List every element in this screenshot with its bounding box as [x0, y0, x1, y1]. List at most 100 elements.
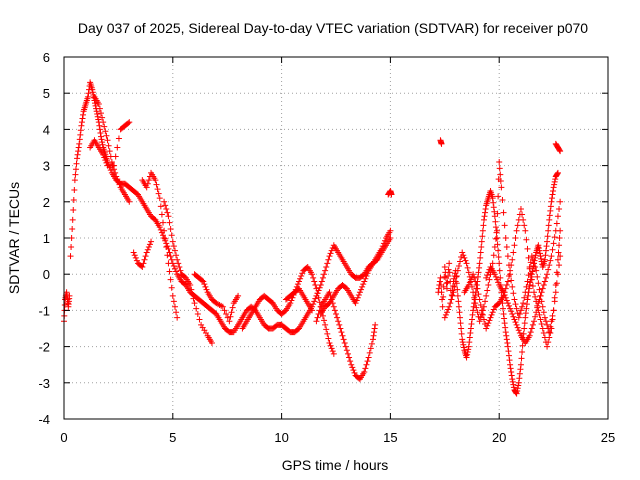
data-point — [335, 318, 342, 325]
data-point — [459, 336, 466, 343]
data-point — [95, 101, 102, 108]
data-point — [446, 260, 453, 267]
data-point — [454, 292, 461, 299]
data-point — [545, 339, 552, 346]
data-point — [458, 325, 465, 332]
data-point — [462, 257, 469, 264]
data-point — [443, 280, 450, 287]
data-point — [542, 274, 549, 281]
data-point — [223, 311, 230, 318]
data-point — [532, 252, 539, 259]
data-point — [524, 296, 531, 303]
data-point — [168, 284, 175, 291]
data-point — [533, 309, 540, 316]
data-point — [510, 290, 517, 297]
data-point — [546, 216, 553, 223]
data-points — [61, 79, 564, 397]
data-point — [298, 273, 305, 280]
data-point — [544, 343, 551, 350]
data-point — [101, 154, 108, 161]
data-point — [477, 301, 484, 308]
x-tick-label: 5 — [169, 430, 176, 445]
data-point — [543, 243, 550, 250]
data-point — [199, 277, 206, 284]
data-point — [350, 367, 357, 374]
data-point — [171, 303, 178, 310]
data-point — [546, 329, 553, 336]
y-tick-label: 2 — [43, 195, 50, 210]
data-point — [452, 278, 459, 285]
data-point — [556, 147, 563, 154]
data-point — [155, 190, 162, 197]
data-point — [196, 316, 203, 323]
data-point — [537, 316, 544, 323]
data-point — [523, 236, 530, 243]
data-point — [473, 304, 480, 311]
data-point — [503, 336, 510, 343]
data-point — [438, 289, 445, 296]
data-point — [171, 265, 178, 272]
data-point — [299, 270, 306, 277]
data-point — [538, 255, 545, 262]
data-point — [173, 309, 180, 316]
data-point — [554, 169, 561, 176]
data-point — [509, 378, 516, 385]
data-point — [513, 390, 520, 397]
data-point — [312, 282, 319, 289]
data-point — [475, 269, 482, 276]
data-point — [108, 158, 115, 165]
data-point — [492, 224, 499, 231]
data-point — [486, 317, 493, 324]
data-point — [476, 264, 483, 271]
data-point — [451, 283, 458, 290]
data-point — [165, 260, 172, 267]
data-point — [441, 314, 448, 321]
data-point — [516, 375, 523, 382]
data-point — [173, 268, 180, 275]
data-point — [142, 253, 149, 260]
data-point — [328, 247, 335, 254]
data-point — [74, 155, 81, 162]
data-point — [494, 235, 501, 241]
data-point — [61, 301, 68, 308]
data-point — [519, 349, 526, 356]
data-point — [554, 213, 561, 220]
data-point — [515, 382, 522, 389]
data-point — [482, 298, 489, 305]
x-tick-label: 20 — [492, 430, 506, 445]
data-point — [314, 290, 321, 297]
data-point — [516, 330, 523, 337]
data-point — [76, 136, 83, 143]
data-point — [483, 274, 490, 281]
data-point — [459, 339, 466, 346]
data-point — [111, 166, 118, 173]
data-point — [106, 148, 113, 155]
data-point — [523, 301, 530, 308]
data-point — [538, 289, 545, 296]
data-point — [544, 271, 551, 278]
data-point — [100, 151, 107, 158]
data-point — [504, 343, 511, 350]
data-point — [77, 127, 84, 134]
data-point — [539, 303, 546, 310]
data-point — [359, 283, 366, 290]
x-tick-label: 0 — [60, 430, 67, 445]
data-point — [458, 330, 465, 337]
data-point — [523, 305, 530, 312]
data-point — [154, 186, 161, 193]
y-tick-label: -3 — [38, 376, 50, 391]
data-point — [174, 314, 181, 321]
data-point — [190, 295, 197, 302]
data-point — [334, 314, 341, 321]
data-point — [504, 339, 511, 346]
data-point — [340, 336, 347, 343]
data-point — [131, 252, 138, 259]
data-point — [528, 271, 535, 278]
data-point — [554, 271, 561, 278]
data-point — [535, 300, 542, 307]
data-point — [509, 283, 516, 290]
data-point — [325, 256, 332, 263]
y-tick-label: 5 — [43, 86, 50, 101]
data-point — [167, 276, 174, 283]
data-point — [442, 311, 449, 318]
